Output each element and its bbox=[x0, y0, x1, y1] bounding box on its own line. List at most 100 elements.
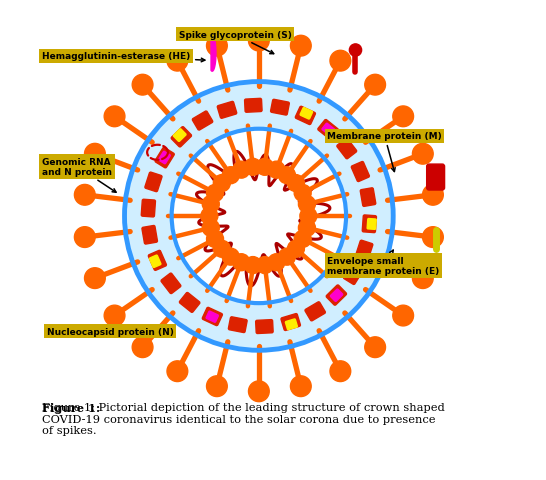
Circle shape bbox=[294, 185, 311, 202]
Circle shape bbox=[85, 268, 105, 289]
FancyBboxPatch shape bbox=[245, 99, 262, 113]
Circle shape bbox=[365, 75, 385, 96]
Circle shape bbox=[330, 51, 351, 72]
Circle shape bbox=[412, 268, 433, 289]
Circle shape bbox=[245, 159, 262, 176]
FancyBboxPatch shape bbox=[322, 124, 335, 136]
Polygon shape bbox=[211, 36, 216, 72]
FancyBboxPatch shape bbox=[426, 165, 444, 191]
FancyBboxPatch shape bbox=[161, 274, 181, 294]
Circle shape bbox=[290, 36, 311, 57]
Circle shape bbox=[268, 254, 285, 271]
FancyBboxPatch shape bbox=[192, 112, 213, 131]
FancyBboxPatch shape bbox=[142, 226, 157, 244]
FancyBboxPatch shape bbox=[180, 293, 200, 313]
Circle shape bbox=[256, 257, 274, 274]
Circle shape bbox=[423, 227, 443, 248]
FancyBboxPatch shape bbox=[281, 314, 300, 331]
FancyBboxPatch shape bbox=[171, 127, 192, 148]
Text: Envelope small
membrane protein (E): Envelope small membrane protein (E) bbox=[327, 251, 440, 276]
Circle shape bbox=[201, 208, 218, 225]
Circle shape bbox=[203, 220, 219, 237]
FancyBboxPatch shape bbox=[217, 102, 237, 119]
Text: Figure 1:: Figure 1: bbox=[42, 402, 100, 413]
FancyBboxPatch shape bbox=[318, 120, 339, 140]
Circle shape bbox=[412, 144, 433, 165]
FancyBboxPatch shape bbox=[256, 320, 273, 334]
Text: Nucleocapsid protein (N): Nucleocapsid protein (N) bbox=[47, 327, 174, 336]
Circle shape bbox=[233, 162, 250, 179]
Circle shape bbox=[248, 381, 269, 402]
Circle shape bbox=[85, 144, 105, 165]
Circle shape bbox=[74, 185, 95, 206]
FancyBboxPatch shape bbox=[174, 130, 186, 142]
Text: Genomic RNA
and N protein: Genomic RNA and N protein bbox=[42, 157, 116, 193]
FancyBboxPatch shape bbox=[295, 107, 316, 125]
FancyBboxPatch shape bbox=[150, 255, 161, 268]
Circle shape bbox=[278, 168, 295, 184]
FancyBboxPatch shape bbox=[362, 216, 376, 233]
Text: Hemagglutinin-esterase (HE): Hemagglutinin-esterase (HE) bbox=[42, 52, 205, 62]
FancyBboxPatch shape bbox=[155, 148, 174, 168]
Circle shape bbox=[213, 175, 230, 192]
FancyBboxPatch shape bbox=[271, 100, 289, 116]
Circle shape bbox=[393, 107, 413, 127]
Circle shape bbox=[132, 75, 153, 96]
FancyBboxPatch shape bbox=[305, 302, 325, 321]
Circle shape bbox=[120, 78, 398, 355]
FancyBboxPatch shape bbox=[360, 189, 376, 207]
Circle shape bbox=[300, 208, 317, 225]
Text: Membrane protein (M): Membrane protein (M) bbox=[327, 132, 442, 172]
Circle shape bbox=[206, 185, 223, 202]
FancyBboxPatch shape bbox=[149, 251, 167, 271]
Circle shape bbox=[104, 107, 125, 127]
Circle shape bbox=[248, 31, 269, 52]
Circle shape bbox=[299, 196, 316, 213]
Text: Spike glycoprotein (S): Spike glycoprotein (S) bbox=[179, 31, 292, 55]
Circle shape bbox=[245, 257, 262, 274]
Circle shape bbox=[132, 337, 153, 358]
Circle shape bbox=[167, 361, 188, 382]
Circle shape bbox=[423, 185, 443, 206]
Circle shape bbox=[330, 361, 351, 382]
FancyBboxPatch shape bbox=[367, 219, 376, 230]
Circle shape bbox=[287, 241, 304, 258]
FancyBboxPatch shape bbox=[202, 308, 222, 326]
Circle shape bbox=[206, 376, 227, 397]
FancyBboxPatch shape bbox=[326, 285, 347, 306]
Circle shape bbox=[299, 220, 316, 237]
FancyBboxPatch shape bbox=[206, 312, 218, 323]
Circle shape bbox=[167, 51, 188, 72]
Circle shape bbox=[278, 249, 295, 265]
FancyBboxPatch shape bbox=[330, 289, 343, 302]
Circle shape bbox=[268, 162, 285, 179]
Circle shape bbox=[349, 45, 361, 57]
Circle shape bbox=[74, 227, 95, 248]
Circle shape bbox=[233, 254, 250, 271]
Text: Figure 1: Pictorial depiction of the leading structure of crown shaped
COVID-19 : Figure 1: Pictorial depiction of the lea… bbox=[42, 402, 445, 435]
Circle shape bbox=[290, 376, 311, 397]
Circle shape bbox=[365, 337, 385, 358]
FancyBboxPatch shape bbox=[145, 173, 162, 192]
FancyBboxPatch shape bbox=[337, 139, 357, 159]
Circle shape bbox=[104, 306, 125, 326]
Circle shape bbox=[287, 175, 304, 192]
Circle shape bbox=[203, 196, 219, 213]
Circle shape bbox=[171, 130, 346, 303]
FancyBboxPatch shape bbox=[286, 319, 298, 330]
FancyBboxPatch shape bbox=[141, 200, 156, 217]
Circle shape bbox=[222, 249, 239, 265]
FancyBboxPatch shape bbox=[159, 152, 170, 164]
Circle shape bbox=[393, 306, 413, 326]
Circle shape bbox=[222, 168, 239, 184]
FancyBboxPatch shape bbox=[355, 240, 373, 260]
Circle shape bbox=[256, 159, 274, 176]
FancyBboxPatch shape bbox=[300, 108, 312, 120]
FancyBboxPatch shape bbox=[228, 317, 247, 333]
Circle shape bbox=[206, 231, 223, 248]
Circle shape bbox=[294, 231, 311, 248]
FancyBboxPatch shape bbox=[351, 162, 370, 182]
Circle shape bbox=[206, 36, 227, 57]
FancyBboxPatch shape bbox=[343, 264, 363, 285]
Circle shape bbox=[213, 241, 230, 258]
